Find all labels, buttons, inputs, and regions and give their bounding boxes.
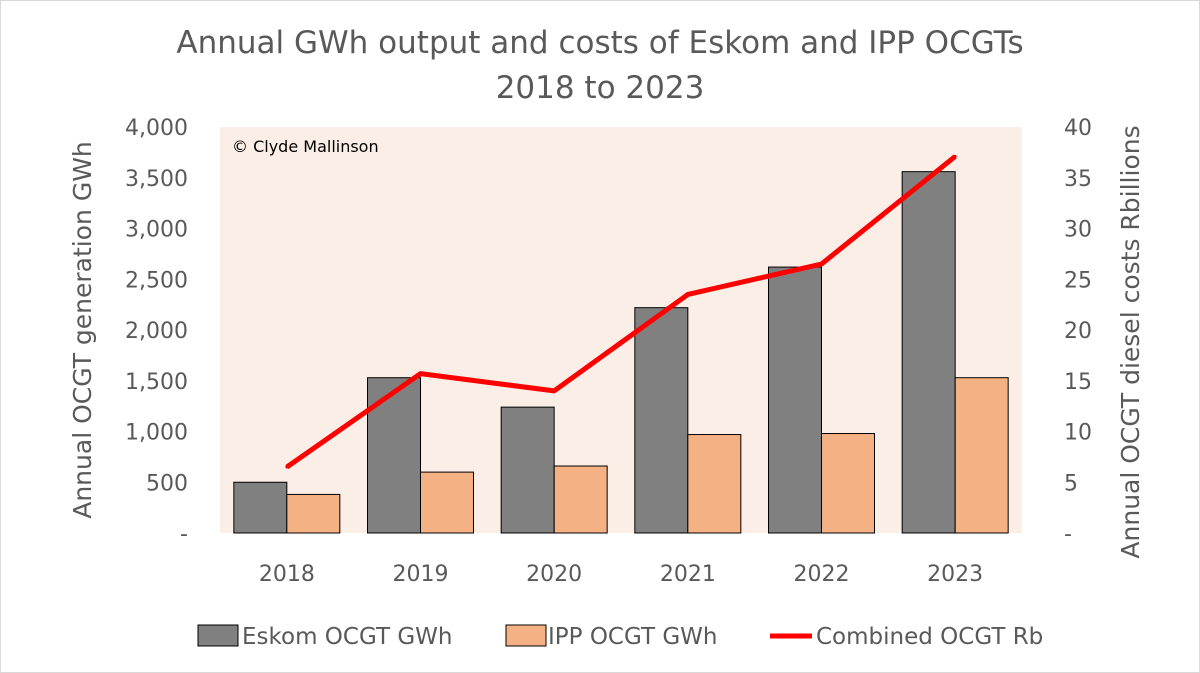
y2-tick-label: 25: [1064, 268, 1092, 293]
legend-swatch-ipp: [505, 624, 547, 647]
y2-axis-title: Annual OCGT diesel costs Rbillions: [1116, 125, 1145, 558]
bar-ipp-2018: [286, 493, 341, 534]
x-tick-label: 2023: [927, 562, 983, 587]
y2-axis-ticks: - 5 10 15 20 25 30 35 40: [1064, 116, 1092, 547]
bar-ipp-2020: [553, 465, 608, 534]
y2-tick-label: 30: [1064, 218, 1092, 243]
bar-ipp-2023: [954, 377, 1009, 534]
legend-label-ipp: IPP OCGT GWh: [548, 624, 718, 650]
chart-title-line-2: 2018 to 2023: [496, 70, 705, 106]
x-tick-label: 2018: [259, 562, 315, 587]
legend: Eskom OCGT GWh IPP OCGT GWh Combined OCG…: [197, 624, 1043, 650]
y-axis-ticks: - 500 1,000 1,500 2,000 2,500 3,000 3,500 4,000: [125, 116, 188, 547]
y2-tick-label: -: [1064, 522, 1072, 547]
x-axis-ticks: 2018 2019 2020 2021 2022 2023: [259, 562, 983, 587]
legend-swatch-eskom: [197, 624, 239, 647]
line-point-2018: [285, 465, 289, 469]
y2-tick-label: 40: [1064, 116, 1092, 141]
y-tick-label: 3,500: [125, 167, 188, 192]
bar-eskom-2023: [901, 171, 956, 534]
y-tick-label: 1,500: [125, 370, 188, 395]
y2-tick-label: 10: [1064, 421, 1092, 446]
y-tick-label: -: [180, 522, 188, 547]
line-point-2019: [419, 372, 422, 376]
legend-label-combined: Combined OCGT Rb: [816, 624, 1043, 650]
line-point-2021: [686, 292, 690, 296]
x-tick-label: 2021: [660, 562, 716, 587]
y-tick-label: 1,000: [125, 421, 188, 446]
bar-ipp-2019: [420, 471, 474, 534]
line-point-2020: [552, 389, 556, 393]
x-tick-label: 2019: [393, 562, 449, 587]
y2-tick-label: 5: [1064, 471, 1078, 496]
x-tick-label: 2020: [526, 562, 582, 587]
y-axis-title: Annual OCGT generation GWh: [68, 141, 97, 519]
y2-tick-label: 15: [1064, 370, 1092, 395]
bar-eskom-2022: [768, 266, 822, 534]
x-tick-label: 2022: [794, 562, 850, 587]
y-tick-label: 500: [146, 471, 188, 496]
bar-eskom-2018: [233, 481, 288, 534]
copyright-annotation: © Clyde Mallinson: [232, 137, 379, 156]
y-tick-label: 4,000: [125, 116, 188, 141]
bar-eskom-2019: [367, 377, 421, 534]
bars-group: [233, 171, 1009, 534]
legend-label-eskom: Eskom OCGT GWh: [242, 624, 452, 650]
y-tick-label: 3,000: [125, 218, 188, 243]
bar-ipp-2022: [821, 433, 875, 534]
y2-tick-label: 35: [1064, 167, 1092, 192]
y2-tick-label: 20: [1064, 319, 1092, 344]
line-point-2023: [953, 154, 957, 158]
y-tick-label: 2,000: [125, 319, 188, 344]
chart-title-line-1: Annual GWh output and costs of Eskom and…: [176, 25, 1023, 61]
plot-area: [220, 127, 1022, 533]
bar-eskom-2021: [634, 307, 689, 534]
bar-eskom-2020: [500, 406, 555, 534]
bar-ipp-2021: [687, 434, 742, 534]
line-point-2022: [820, 262, 823, 266]
y-tick-label: 2,500: [125, 268, 188, 293]
line-series-group: [285, 154, 957, 470]
line-combined-ocgt: [285, 154, 957, 470]
